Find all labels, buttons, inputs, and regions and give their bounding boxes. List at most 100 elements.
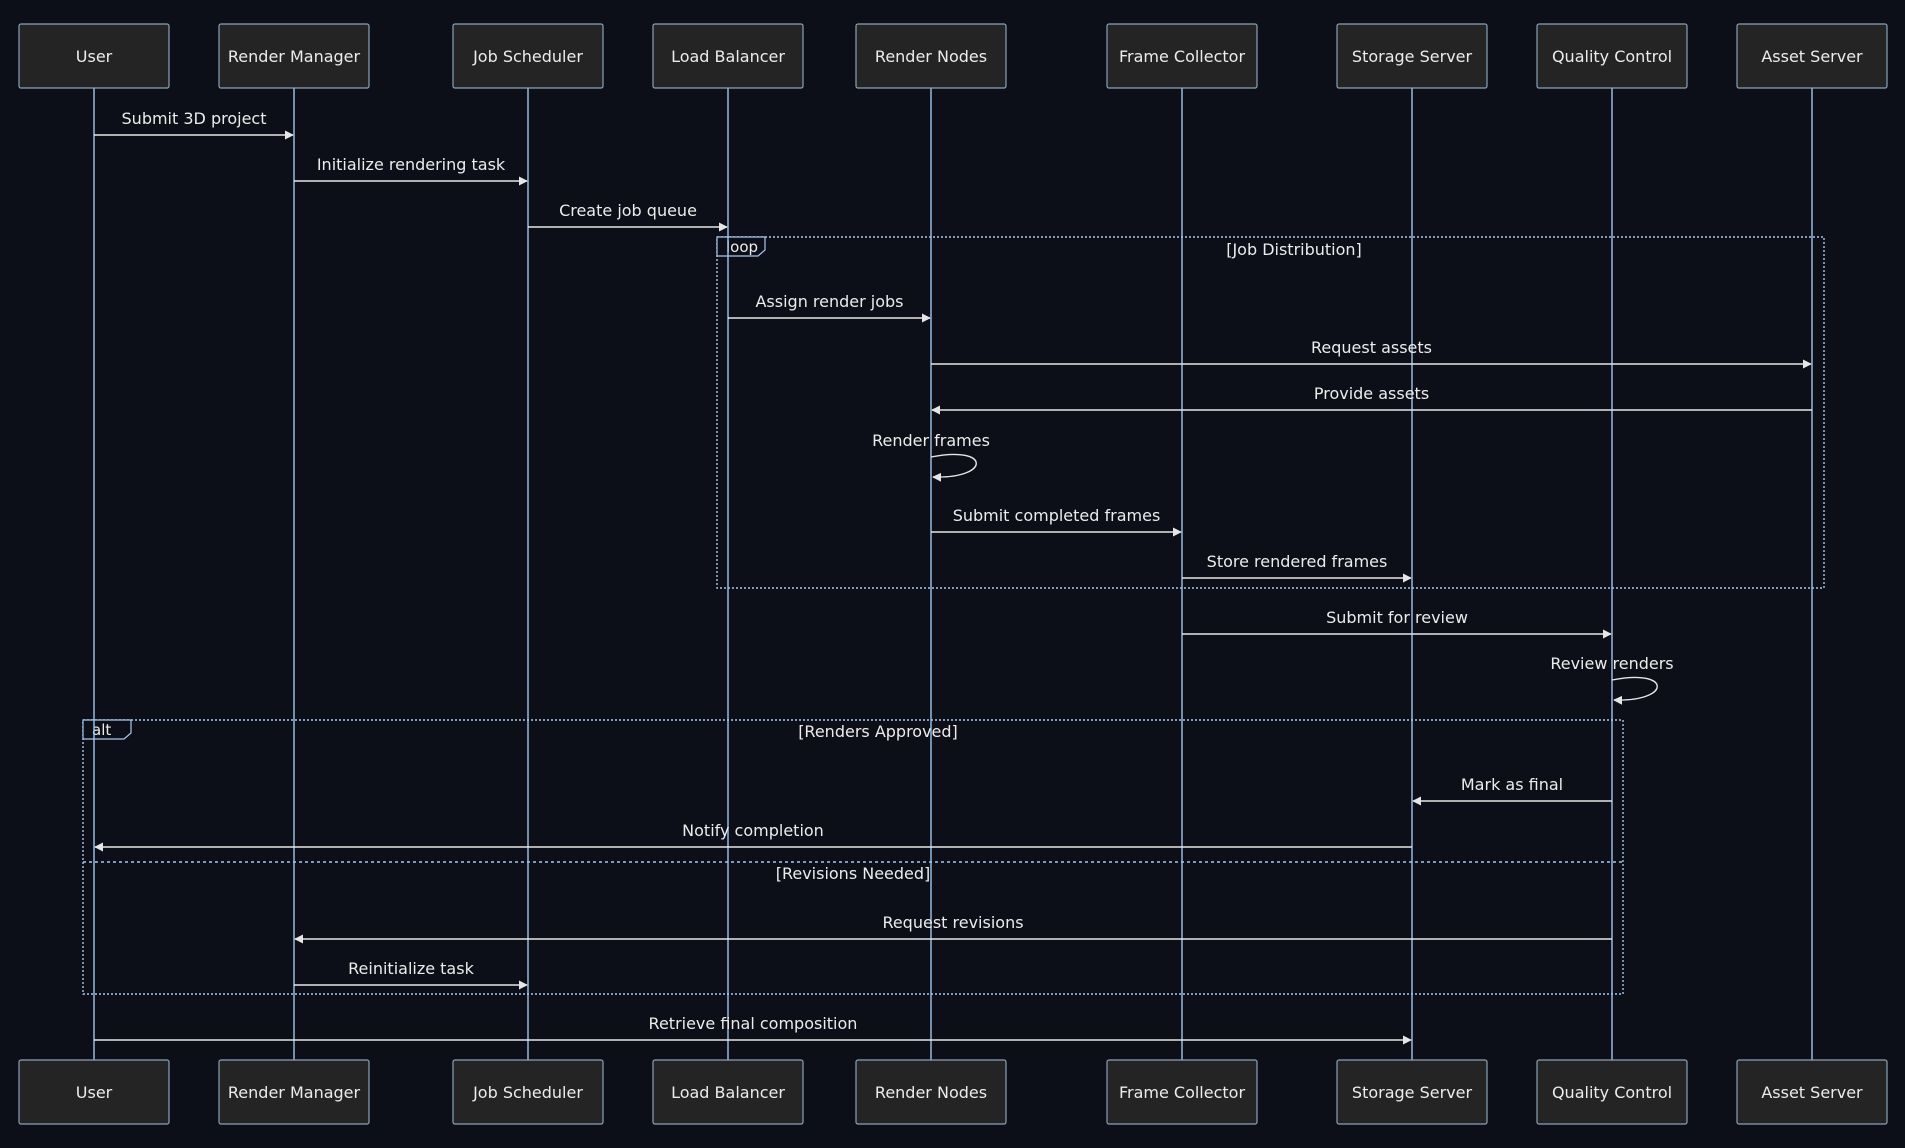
- actor-label: Quality Control: [1552, 47, 1672, 66]
- message-initialize-rendering-task: Initialize rendering task: [294, 155, 528, 186]
- actor-quality-control-bottom[interactable]: Quality Control: [1536, 1059, 1688, 1125]
- actor-box: [1106, 23, 1258, 89]
- actor-frame-collector-top[interactable]: Frame Collector: [1106, 23, 1258, 89]
- actor-label: Asset Server: [1761, 1083, 1863, 1102]
- loop-frame-border: [716, 236, 1825, 589]
- message-assign-render-jobs: Assign render jobs: [728, 292, 931, 323]
- actor-storage-server-bottom[interactable]: Storage Server: [1336, 1059, 1488, 1125]
- actor-label: Render Manager: [228, 1083, 361, 1102]
- actor-box: [1736, 23, 1888, 89]
- actor-label: Render Manager: [228, 47, 361, 66]
- actor-box: [652, 23, 804, 89]
- actor-label: Frame Collector: [1119, 1083, 1245, 1102]
- actor-box: [1336, 1059, 1488, 1125]
- loop-frame: loop [Job Distribution]: [716, 236, 1825, 589]
- actor-box: [1736, 1059, 1888, 1125]
- actor-user-top[interactable]: User: [18, 23, 170, 89]
- actor-box: [855, 1059, 1007, 1125]
- alt-frame-border: [82, 719, 1624, 995]
- message-mark-as-final: Mark as final: [1412, 775, 1612, 806]
- message-reinitialize-task: Reinitialize task: [294, 959, 528, 990]
- actor-box: [1106, 1059, 1258, 1125]
- message-submit-completed-frames: Submit completed frames: [931, 506, 1182, 537]
- message-label: Assign render jobs: [755, 292, 903, 311]
- message-review-renders: Review renders: [1550, 654, 1674, 705]
- loop-frame-condition: [Job Distribution]: [1226, 240, 1362, 259]
- actor-box: [18, 1059, 170, 1125]
- message-label: Request revisions: [882, 913, 1023, 932]
- actor-label: Asset Server: [1761, 47, 1863, 66]
- message-label: Notify completion: [682, 821, 824, 840]
- actor-box: [18, 23, 170, 89]
- alt-frame-tag-label: alt: [92, 721, 111, 739]
- message-label: Retrieve final composition: [649, 1014, 858, 1033]
- message-retrieve-final-composition: Retrieve final composition: [94, 1014, 1412, 1045]
- message-notify-completion: Notify completion: [94, 821, 1412, 852]
- actor-label: Render Nodes: [875, 47, 987, 66]
- message-label: Review renders: [1550, 654, 1673, 673]
- message-render-frames: Render frames: [872, 431, 990, 482]
- message-request-revisions: Request revisions: [294, 913, 1612, 944]
- actor-box: [452, 23, 604, 89]
- actor-quality-control-top[interactable]: Quality Control: [1536, 23, 1688, 89]
- message-label: Submit 3D project: [122, 109, 267, 128]
- actor-label: Quality Control: [1552, 1083, 1672, 1102]
- message-label: Create job queue: [559, 201, 697, 220]
- message-provide-assets: Provide assets: [931, 384, 1812, 415]
- loop-frame-tag-label: loop: [726, 238, 758, 256]
- actor-label: Storage Server: [1352, 1083, 1473, 1102]
- message-label: Submit completed frames: [953, 506, 1161, 525]
- actor-label: Job Scheduler: [472, 1083, 583, 1102]
- actor-box: [1536, 23, 1688, 89]
- actor-label: Render Nodes: [875, 1083, 987, 1102]
- actor-asset-server-top[interactable]: Asset Server: [1736, 23, 1888, 89]
- actor-job-scheduler-bottom[interactable]: Job Scheduler: [452, 1059, 604, 1125]
- actor-render-manager-bottom[interactable]: Render Manager: [218, 1059, 370, 1125]
- actor-box: [1536, 1059, 1688, 1125]
- actor-box: [652, 1059, 804, 1125]
- message-submit-3d-project: Submit 3D project: [94, 109, 294, 140]
- message-label: Request assets: [1311, 338, 1432, 357]
- message-request-assets: Request assets: [931, 338, 1812, 369]
- alt-frame: alt [Renders Approved] [Revisions Needed]: [82, 719, 1624, 995]
- alt-frame-condition: [Revisions Needed]: [776, 864, 931, 883]
- message-label: Reinitialize task: [348, 959, 474, 978]
- actor-label: User: [76, 47, 113, 66]
- actor-label: Job Scheduler: [472, 47, 583, 66]
- actor-frame-collector-bottom[interactable]: Frame Collector: [1106, 1059, 1258, 1125]
- actor-label: Load Balancer: [671, 47, 785, 66]
- actor-asset-server-bottom[interactable]: Asset Server: [1736, 1059, 1888, 1125]
- loop-frame-tag: [716, 236, 766, 257]
- self-message-arrow: [930, 453, 977, 482]
- actor-box: [218, 23, 370, 89]
- actor-box: [218, 1059, 370, 1125]
- actor-box: [1336, 23, 1488, 89]
- message-submit-for-review: Submit for review: [1182, 608, 1612, 639]
- message-store-rendered-frames: Store rendered frames: [1182, 552, 1412, 583]
- actor-render-nodes-bottom[interactable]: Render Nodes: [855, 1059, 1007, 1125]
- self-message-arrow: [1611, 676, 1658, 705]
- message-label: Render frames: [872, 431, 990, 450]
- message-label: Submit for review: [1326, 608, 1468, 627]
- alt-frame-condition: [Renders Approved]: [798, 722, 958, 741]
- message-label: Initialize rendering task: [317, 155, 506, 174]
- actor-job-scheduler-top[interactable]: Job Scheduler: [452, 23, 604, 89]
- actor-load-balancer-bottom[interactable]: Load Balancer: [652, 1059, 804, 1125]
- actor-render-manager-top[interactable]: Render Manager: [218, 23, 370, 89]
- actor-user-bottom[interactable]: User: [18, 1059, 170, 1125]
- actor-box: [855, 23, 1007, 89]
- message-label: Store rendered frames: [1207, 552, 1388, 571]
- alt-frame-tag: [82, 719, 132, 740]
- message-label: Provide assets: [1314, 384, 1429, 403]
- actor-label: Load Balancer: [671, 1083, 785, 1102]
- actor-label: User: [76, 1083, 113, 1102]
- actor-render-nodes-top[interactable]: Render Nodes: [855, 23, 1007, 89]
- actor-load-balancer-top[interactable]: Load Balancer: [652, 23, 804, 89]
- message-create-job-queue: Create job queue: [528, 201, 728, 232]
- actor-box: [452, 1059, 604, 1125]
- actor-label: Frame Collector: [1119, 47, 1245, 66]
- actor-label: Storage Server: [1352, 47, 1473, 66]
- message-label: Mark as final: [1461, 775, 1563, 794]
- actor-storage-server-top[interactable]: Storage Server: [1336, 23, 1488, 89]
